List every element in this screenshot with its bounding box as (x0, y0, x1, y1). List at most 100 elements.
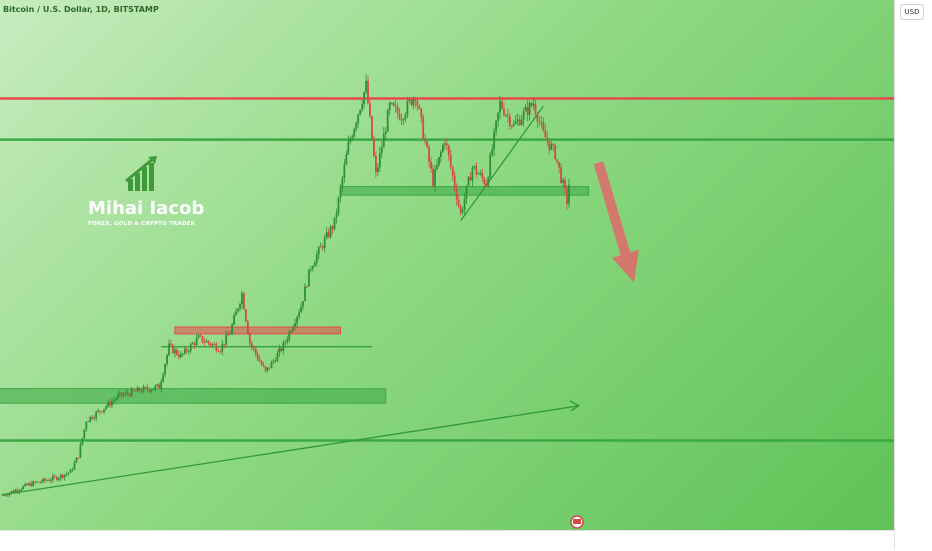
candle-body (438, 156, 440, 166)
projection-arrow[interactable] (593, 161, 639, 283)
candle-body (499, 101, 501, 113)
candle-body (248, 333, 251, 344)
trendline-long[interactable] (1, 405, 579, 496)
candle-body (463, 198, 466, 210)
currency-button[interactable]: USD (900, 4, 924, 20)
candle-body (550, 144, 553, 150)
trendline-rising-may[interactable] (460, 105, 544, 222)
candle-body (495, 120, 497, 132)
candle-body (449, 155, 452, 167)
resistance-zone-jan[interactable] (174, 326, 341, 335)
candle-body (443, 143, 446, 145)
candle-body (4, 494, 7, 496)
candle-body (59, 474, 62, 479)
candle-body (483, 178, 486, 184)
candle-body (288, 331, 291, 340)
candle-body (556, 159, 559, 162)
candle-body (34, 481, 36, 483)
candle-body (534, 103, 537, 114)
candle-body (566, 188, 568, 204)
candle-body (22, 486, 25, 490)
candle-body (518, 119, 521, 125)
candle-body (520, 119, 523, 125)
candle-body (246, 321, 249, 334)
candle-body (258, 359, 261, 362)
candle-body (491, 149, 494, 155)
candle-body (339, 187, 342, 198)
candle-body (174, 349, 176, 354)
candle-body (199, 335, 202, 336)
time-axis[interactable] (0, 530, 894, 551)
candle-body (536, 113, 539, 122)
support-zone-nov[interactable] (0, 388, 387, 404)
candle-body (313, 262, 316, 267)
candle-body (514, 121, 517, 124)
candle-body (406, 100, 409, 115)
candle-body (436, 165, 438, 170)
candle-body (426, 141, 429, 148)
candle-body (57, 478, 60, 480)
candle-body (548, 141, 551, 150)
candle-body (375, 155, 377, 173)
candle-body (471, 167, 474, 181)
candle-body (487, 177, 490, 186)
candle-body (140, 391, 143, 392)
candle-body (414, 98, 417, 101)
candle-body (260, 361, 263, 365)
candle-body (55, 476, 58, 480)
candle-body (337, 197, 340, 214)
candle-body (538, 121, 541, 123)
candle-body (453, 175, 456, 189)
candle-body (516, 119, 519, 122)
candle-body (73, 462, 76, 470)
candle-body (10, 491, 13, 493)
candle-body (284, 342, 287, 343)
candle-body (18, 490, 21, 492)
candle-body (540, 121, 543, 123)
candle-body (361, 104, 364, 110)
candle-body (2, 494, 5, 496)
candle-body (99, 410, 101, 412)
bar-chart-arrow-icon (125, 156, 157, 191)
candle-body (187, 351, 190, 352)
candle-body (166, 354, 168, 365)
candle-body (432, 168, 434, 187)
candle-body (124, 392, 127, 395)
candle-body (75, 457, 78, 463)
candle-body (400, 119, 403, 121)
candle-body (418, 105, 421, 109)
candle-body (469, 177, 472, 181)
candle-body (485, 183, 488, 186)
candle-body (28, 483, 31, 486)
candle-body (118, 392, 121, 395)
candle-body (331, 226, 334, 229)
candle-body (183, 348, 186, 354)
candle-body (61, 474, 64, 478)
price-axis[interactable] (894, 0, 932, 550)
candle-body (351, 136, 354, 140)
candle-body (501, 101, 503, 109)
candle-body (168, 343, 170, 355)
candle-body (349, 139, 352, 142)
candle-body (8, 492, 11, 496)
candle-body (528, 102, 531, 115)
candle-body (309, 268, 312, 270)
candle-body (410, 99, 413, 106)
candle-body (503, 108, 505, 116)
candle-body (526, 106, 529, 115)
candle-body (20, 489, 23, 491)
candle-body (319, 246, 322, 248)
candle-body (215, 344, 218, 351)
candle-body (564, 179, 566, 189)
candle-body (244, 309, 247, 322)
candle-body (489, 154, 492, 178)
candle-body (38, 481, 40, 483)
candle-body (12, 491, 15, 493)
candle-body (311, 266, 314, 269)
candle-body (231, 324, 233, 334)
candle-body (384, 131, 387, 134)
candle-body (306, 286, 308, 288)
candle-body (116, 394, 119, 399)
